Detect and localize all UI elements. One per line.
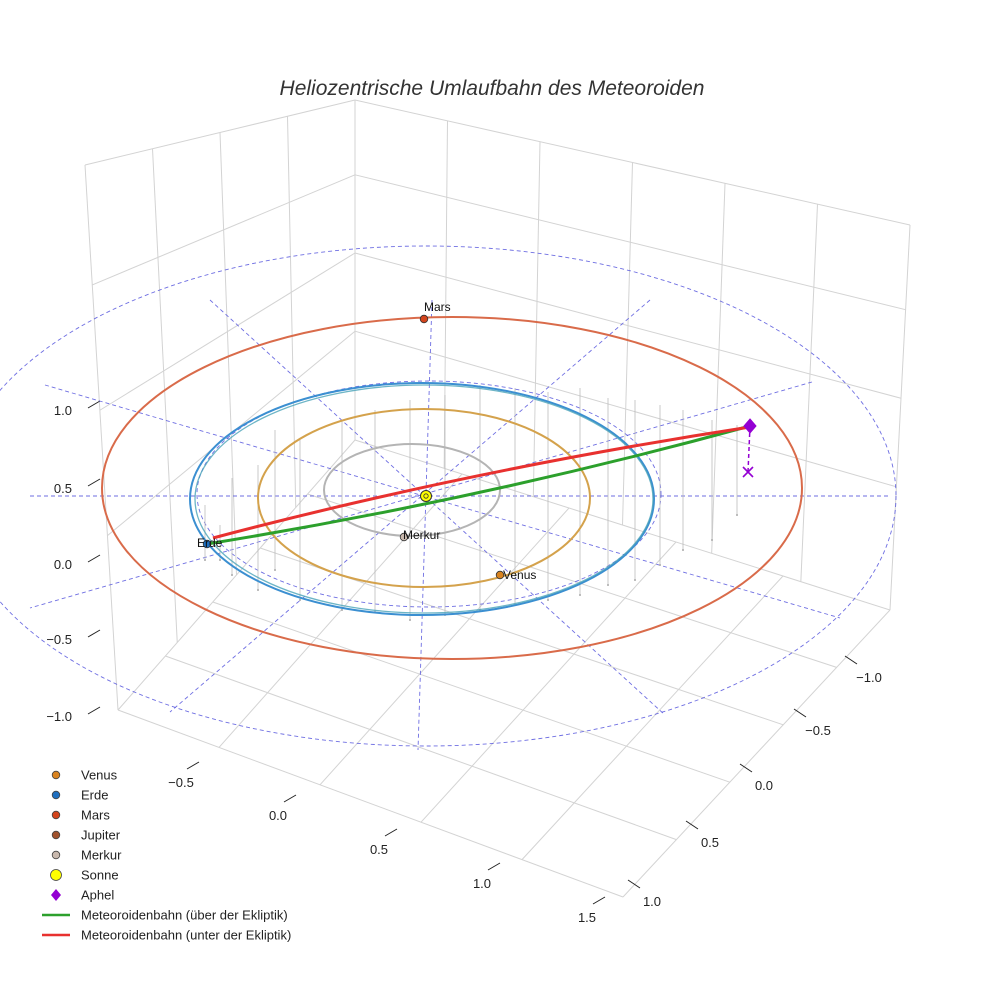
legend-label: Sonne <box>81 868 119 883</box>
legend-swatch <box>51 810 61 820</box>
y-tick-label: 0.5 <box>701 835 719 850</box>
planet-label: Erde <box>197 536 223 550</box>
y-tick-label: 0.0 <box>755 778 773 793</box>
planet-label: Mars <box>424 300 451 314</box>
legend-item[interactable]: Jupiter <box>51 828 121 843</box>
drop-foot <box>341 609 343 611</box>
legend-label: Erde <box>81 788 108 803</box>
legend-label: Aphel <box>81 888 114 903</box>
legend-swatch <box>51 889 61 901</box>
planet-marker-venus <box>495 570 505 580</box>
z-tick-label: 1.0 <box>54 403 72 418</box>
drop-foot <box>204 559 206 561</box>
planet-label: Venus <box>503 568 536 582</box>
axes-frame <box>84 99 911 898</box>
ecliptic-inner-ring <box>196 380 662 608</box>
legend-item[interactable]: Meteoroidenbahn (über der Ekliptik) <box>42 908 288 923</box>
planet-orbits <box>101 316 803 660</box>
y-tick-label: 1.0 <box>643 894 661 909</box>
drop-foot <box>607 584 609 586</box>
sun-marker <box>420 490 432 502</box>
planet-label: Merkur <box>403 528 440 542</box>
aphel-marker <box>743 418 757 434</box>
aphel-drop-line <box>747 425 751 473</box>
legend-label: Venus <box>81 768 118 783</box>
legend[interactable]: Venus Erde Mars Jupiter Merkur Sonne Aphel Mete… <box>42 768 291 943</box>
legend-item[interactable]: Venus <box>51 768 118 783</box>
legend-label: Meteoroidenbahn (unter der Ekliptik) <box>81 928 291 943</box>
legend-swatch <box>51 850 61 860</box>
legend-label: Meteoroidenbahn (über der Ekliptik) <box>81 908 288 923</box>
x-tick-label: 0.5 <box>370 842 388 857</box>
drop-foot <box>682 549 684 551</box>
x-tick-label: −0.5 <box>168 775 194 790</box>
planet-marker-merkur <box>399 532 409 542</box>
legend-item[interactable]: Erde <box>51 788 108 803</box>
orbit-mars <box>101 316 803 660</box>
legend-item[interactable]: Mars <box>51 808 110 823</box>
orbit-erde-secondary <box>194 384 654 614</box>
drop-foot <box>274 569 276 571</box>
ecliptic-grid-line <box>417 299 433 751</box>
legend-swatch <box>50 869 62 881</box>
drop-foot <box>219 559 221 561</box>
axis-ticks: −1.0 −0.5 0.0 0.5 1.0 −0.5 0.0 0.5 1.0 1.5 1.0 0.5 0… <box>46 400 882 925</box>
legend-item[interactable]: Meteoroidenbahn (unter der Ekliptik) <box>42 928 291 943</box>
ecliptic-grid-line <box>209 299 666 716</box>
orbit-erde <box>189 382 655 616</box>
x-tick-label: 1.0 <box>473 876 491 891</box>
z-tick-label: −1.0 <box>46 709 72 724</box>
legend-item[interactable]: Merkur <box>51 848 122 863</box>
drop-foot <box>409 619 411 621</box>
planet-marker-erde <box>202 539 212 549</box>
chart-title: Heliozentrische Umlaufbahn des Meteoroid… <box>280 77 705 100</box>
planet-marker-mars <box>419 314 429 324</box>
z-tick-label: 0.5 <box>54 481 72 496</box>
body-markers: Mars Erde Merkur Venus <box>197 300 757 582</box>
drop-foot <box>711 539 713 541</box>
drop-foot <box>231 574 233 576</box>
drop-foot <box>634 579 636 581</box>
meteoroid-path-above <box>206 424 751 546</box>
sun-marker-core <box>423 493 429 499</box>
aphel-projection-x <box>742 466 754 478</box>
ecliptic-outer-ring <box>0 245 897 747</box>
meteoroid-path-below <box>212 425 751 540</box>
legend-item[interactable]: Sonne <box>50 868 119 883</box>
drop-foot <box>257 589 259 591</box>
orbit-merkur <box>323 443 501 537</box>
drop-foot <box>736 514 738 516</box>
drop-foot <box>547 599 549 601</box>
meteoroid-trajectory <box>206 424 754 546</box>
legend-label: Mars <box>81 808 110 823</box>
drop-foot <box>659 564 661 566</box>
projection-drop-lines <box>204 385 738 621</box>
z-tick-label: 0.0 <box>54 557 72 572</box>
legend-swatch <box>51 770 61 780</box>
legend-swatch <box>51 790 61 800</box>
drop-foot <box>579 594 581 596</box>
orbit-venus <box>257 408 591 588</box>
legend-label: Jupiter <box>81 828 121 843</box>
z-tick-label: −0.5 <box>46 632 72 647</box>
legend-swatch <box>51 830 61 840</box>
legend-label: Merkur <box>81 848 122 863</box>
x-tick-label: 0.0 <box>269 808 287 823</box>
x-tick-label: 1.5 <box>578 910 596 925</box>
y-tick-label: −0.5 <box>805 723 831 738</box>
drop-foot <box>299 599 301 601</box>
legend-item[interactable]: Aphel <box>51 888 114 903</box>
y-tick-label: −1.0 <box>856 670 882 685</box>
